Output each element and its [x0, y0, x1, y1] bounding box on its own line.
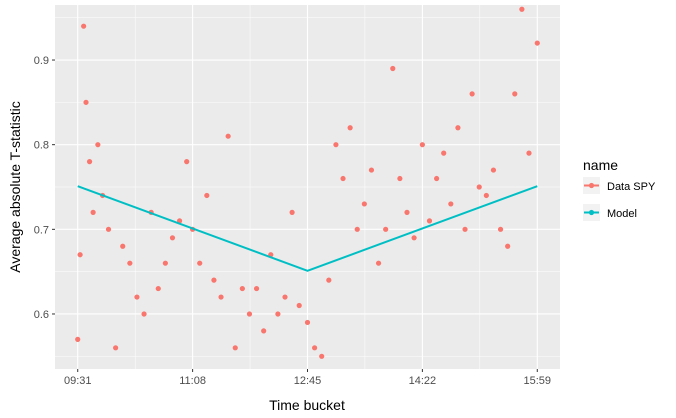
data-point — [184, 159, 190, 165]
data-point — [426, 218, 433, 224]
data-point — [211, 277, 217, 283]
data-point — [319, 353, 325, 359]
data-point — [127, 260, 133, 266]
data-point — [469, 91, 475, 97]
data-point — [340, 175, 346, 182]
y-tick-label: 0.6 — [34, 309, 49, 321]
data-point — [476, 184, 482, 190]
model-line-path — [77, 185, 538, 272]
y-axis: 0.6 0.7 0.8 0.9 — [34, 55, 55, 321]
x-axis-title: Time bucket — [269, 397, 345, 413]
data-point — [246, 311, 253, 317]
legend: name Data SPY Model — [583, 157, 656, 221]
data-point — [239, 285, 245, 292]
data-point — [497, 226, 504, 232]
data-point — [326, 277, 332, 283]
data-point — [86, 159, 93, 165]
data-point — [347, 125, 353, 131]
x-tick-label: 09:31 — [64, 375, 92, 387]
data-point — [204, 192, 210, 199]
data-point — [361, 201, 367, 207]
data-point — [261, 328, 267, 334]
data-point — [218, 294, 224, 300]
data-point — [225, 133, 231, 139]
data-point — [134, 294, 140, 300]
data-point — [312, 345, 318, 351]
data-point — [483, 192, 489, 199]
data-point — [141, 311, 147, 317]
legend-title: name — [583, 157, 618, 173]
data-point — [105, 226, 112, 232]
data-point — [397, 175, 403, 182]
data-point — [275, 311, 281, 317]
legend-label-model: Model — [607, 208, 637, 220]
data-point — [534, 40, 540, 46]
data-point — [441, 150, 447, 156]
data-point — [505, 243, 511, 249]
data-point — [512, 91, 518, 97]
data-point — [333, 142, 339, 148]
x-tick-label: 12:45 — [294, 375, 322, 387]
data-point — [155, 285, 161, 292]
data-point — [411, 235, 417, 241]
data-point — [390, 65, 396, 72]
x-tick-label: 14:22 — [409, 375, 437, 387]
data-point — [296, 302, 302, 309]
data-point — [95, 142, 101, 148]
data-point — [448, 201, 454, 207]
data-point — [519, 6, 525, 12]
data-point — [419, 142, 425, 148]
data-point — [354, 226, 360, 232]
data-point — [77, 252, 83, 258]
data-point — [120, 243, 126, 249]
legend-label-data-spy: Data SPY — [607, 181, 656, 193]
data-point — [289, 209, 295, 215]
data-point — [90, 209, 96, 215]
data-point — [169, 235, 176, 241]
data-point — [455, 125, 461, 131]
y-tick-label: 0.7 — [34, 224, 49, 236]
x-tick-label: 15:59 — [524, 375, 552, 387]
y-axis-title: Average absolute T-statistic — [7, 101, 23, 272]
data-point — [113, 345, 119, 351]
data-points — [75, 6, 540, 359]
data-point — [304, 319, 311, 326]
y-tick-label: 0.9 — [34, 55, 49, 67]
data-point — [490, 167, 497, 173]
data-point — [434, 175, 440, 182]
data-point — [375, 260, 382, 266]
data-point — [83, 99, 89, 105]
legend-key-data-spy — [583, 177, 600, 194]
data-point — [232, 345, 238, 351]
x-axis: 09:31 11:08 12:45 14:22 15:59 — [64, 369, 551, 387]
data-point — [81, 23, 87, 29]
data-point — [282, 294, 288, 300]
legend-key-model — [583, 204, 600, 221]
y-tick-label: 0.8 — [34, 140, 49, 152]
data-point — [526, 150, 532, 156]
data-point — [368, 167, 375, 173]
x-tick-label: 11:08 — [179, 375, 206, 387]
data-point — [197, 260, 203, 266]
model-line — [77, 185, 538, 272]
data-point — [462, 226, 468, 232]
data-point — [253, 285, 260, 292]
data-point — [162, 260, 168, 266]
data-point — [75, 336, 81, 342]
data-point — [404, 209, 410, 215]
data-point — [383, 226, 389, 232]
